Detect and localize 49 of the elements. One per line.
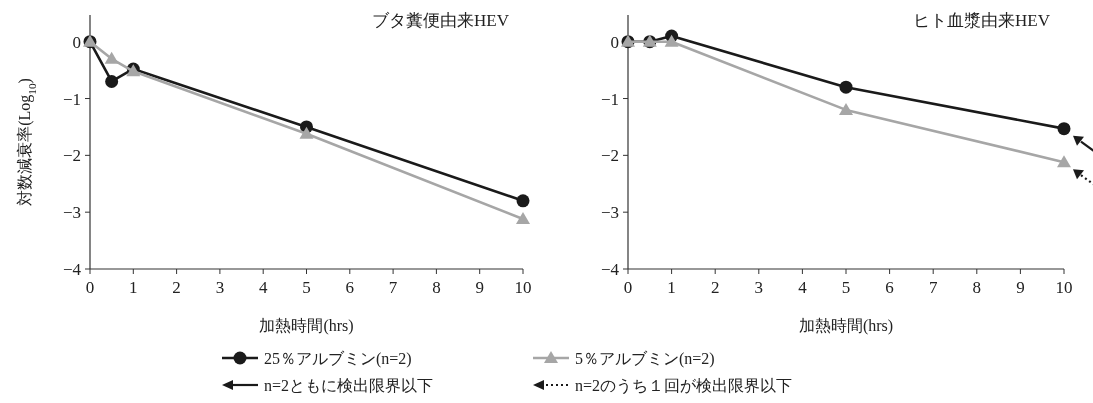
x-tick-label: 9	[1016, 278, 1025, 297]
x-tick-label: 8	[972, 278, 982, 297]
point	[516, 194, 530, 208]
x-axis-title: 加熱時間(hrs)	[798, 317, 894, 335]
y-tick-label: 0	[610, 32, 619, 52]
y-tick-label: −3	[600, 203, 619, 223]
point	[299, 126, 314, 139]
point	[1057, 155, 1071, 168]
x-tick-label: 1	[667, 278, 676, 297]
y-tick-label: 0	[72, 32, 81, 52]
point	[105, 74, 119, 88]
y-tick-label: −4	[62, 260, 82, 279]
legend-label: 5％アルブミン(n=2)	[575, 350, 715, 368]
point	[664, 34, 679, 47]
x-tick-label: 4	[258, 278, 268, 297]
x-tick-label: 0	[85, 278, 95, 297]
point	[104, 51, 119, 64]
point	[839, 80, 853, 94]
x-tick-label: 4	[798, 278, 808, 297]
x-tick-label: 3	[215, 278, 225, 297]
x-tick-label: 8	[432, 278, 441, 297]
x-tick-label: 7	[928, 278, 938, 297]
y-tick-label: −2	[62, 146, 81, 166]
x-tick-label: 10	[514, 278, 532, 297]
x-tick-label: 2	[710, 278, 720, 297]
chart-title: ヒト血漿由来HEV	[913, 11, 1051, 30]
x-tick-label: 9	[475, 278, 484, 297]
x-tick-label: 5	[302, 278, 311, 297]
point	[1057, 122, 1071, 136]
x-tick-label: 2	[172, 278, 181, 297]
point	[516, 212, 530, 224]
x-tick-label: 6	[885, 278, 894, 297]
chart-title: ブタ糞便由来HEV	[372, 11, 510, 30]
x-axis-title: 加熱時間(hrs)	[259, 317, 354, 335]
x-tick-label: 5	[841, 278, 851, 297]
y-tick-label: −4	[600, 260, 620, 279]
y-tick-label: −3	[62, 203, 81, 223]
y-tick-label: −1	[62, 89, 81, 109]
y-tick-label: −2	[600, 146, 619, 166]
x-tick-label: 7	[388, 278, 398, 297]
arrow-legend: n=2ともに検出限界以下 n=2のうち１回が検出限界以下	[222, 377, 793, 394]
legend-label: 25％アルブミン(n=2)	[264, 350, 412, 368]
point	[839, 102, 853, 115]
y-tick-label: −1	[600, 89, 619, 109]
x-tick-label: 6	[345, 278, 355, 297]
x-tick-label: 3	[754, 278, 764, 297]
x-tick-label: 1	[129, 278, 138, 297]
x-tick-label: 10	[1055, 278, 1073, 297]
x-tick-label: 0	[623, 278, 633, 297]
